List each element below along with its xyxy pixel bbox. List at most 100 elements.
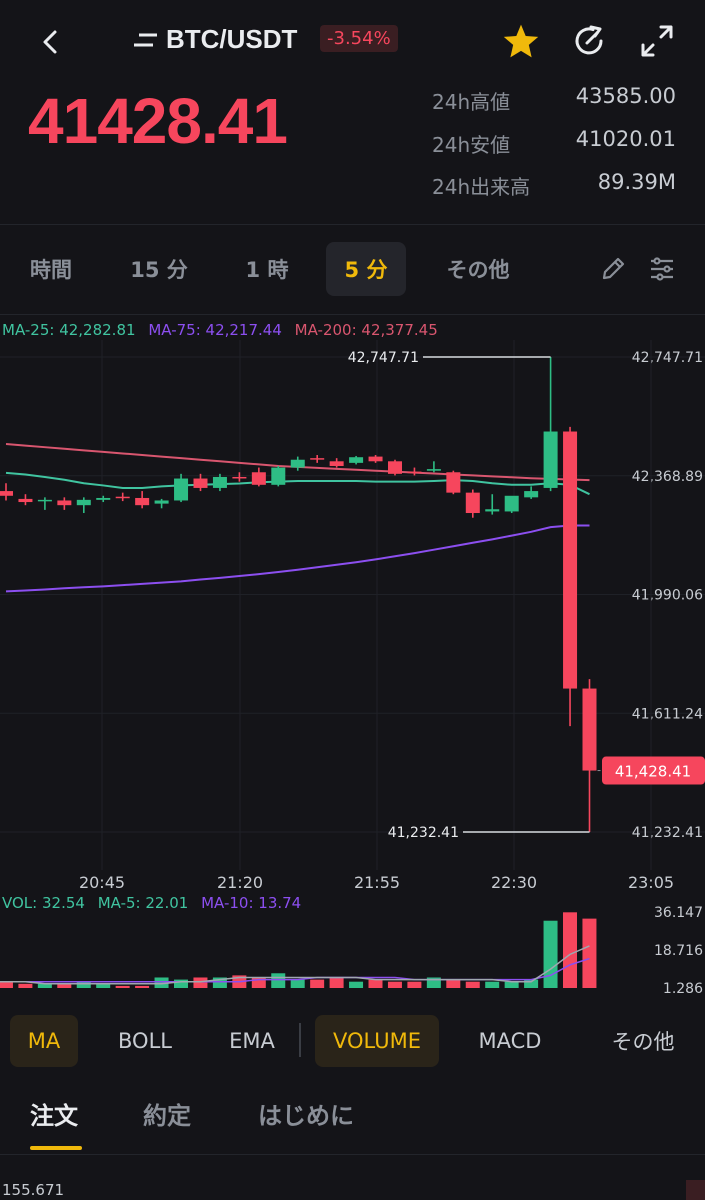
stat-value-low: 41020.01 xyxy=(575,127,676,151)
candle-up xyxy=(154,500,169,504)
volume-bar xyxy=(193,977,208,988)
candle-up xyxy=(349,457,364,463)
pair-title[interactable]: BTC/USDT xyxy=(166,24,298,54)
favorite-button[interactable] xyxy=(500,20,542,62)
candle-up xyxy=(76,499,91,506)
candle-down xyxy=(193,478,208,488)
ma200-legend: MA-200: 42,377.45 xyxy=(294,321,438,339)
indicator-boll[interactable]: BOLL xyxy=(118,1029,172,1053)
volume-bar xyxy=(446,979,461,988)
volume-bar xyxy=(290,979,305,988)
orderbook-value: 155.671 xyxy=(2,1181,65,1199)
chevron-left-icon xyxy=(43,30,57,54)
x-tick-label: 21:20 xyxy=(217,873,263,892)
tab-15m[interactable]: 15 分 xyxy=(130,258,188,282)
volume-bar xyxy=(368,979,383,988)
draw-button[interactable] xyxy=(596,252,630,286)
candle-down xyxy=(0,491,13,496)
x-tick-label: 22:30 xyxy=(491,873,537,892)
vol-legend: VOL: 32.54 xyxy=(2,894,85,912)
candle-down xyxy=(407,471,422,474)
y-tick-label: 41,232.41 xyxy=(632,825,703,841)
divider xyxy=(0,314,705,315)
back-button[interactable] xyxy=(30,22,70,62)
price-chart[interactable]: 42,747.71 42,368.89 41,990.06 41,611.24 41,2… xyxy=(0,340,705,900)
volume-chart[interactable]: 36.147 18.716 1.286 xyxy=(0,900,705,1000)
candle-down xyxy=(465,492,480,514)
stat-value-volume: 89.39M xyxy=(597,170,676,194)
candle-up xyxy=(504,495,519,512)
volume-bar xyxy=(76,981,91,988)
indicator-volume[interactable]: VOLUME xyxy=(315,1015,439,1067)
indicator-macd[interactable]: MACD xyxy=(478,1029,542,1053)
volume-bar xyxy=(18,983,33,988)
volume-bar xyxy=(37,983,52,988)
tab-more[interactable]: その他 xyxy=(446,258,510,282)
candle-down xyxy=(563,431,578,689)
x-tick-label: 20:45 xyxy=(79,873,125,892)
volume-bar xyxy=(563,912,577,988)
volume-bar xyxy=(465,981,480,988)
indicator-ma[interactable]: MA xyxy=(10,1015,78,1067)
y-tick-label: 42,368.89 xyxy=(632,469,703,485)
tab-intro[interactable]: はじめに xyxy=(258,1102,354,1130)
ma75-legend: MA-75: 42,217.44 xyxy=(148,321,282,339)
stat-label-low: 24h安値 xyxy=(432,133,511,157)
candle-down xyxy=(368,456,383,462)
candle-down xyxy=(310,458,325,460)
candle-down xyxy=(582,688,597,771)
volume-bar xyxy=(504,981,519,988)
tab-orders[interactable]: 注文 xyxy=(30,1102,78,1130)
menu-lines-icon xyxy=(134,33,157,47)
chart-settings-button[interactable] xyxy=(645,252,679,286)
volume-bar xyxy=(174,979,188,988)
indicator-more[interactable]: その他 xyxy=(611,1030,675,1054)
refresh-icon xyxy=(575,25,603,55)
x-tick-label: 23:05 xyxy=(628,873,674,892)
tab-5m[interactable]: 5 分 xyxy=(326,242,406,296)
active-tab-indicator xyxy=(30,1146,82,1150)
current-price-label: 41,428.41 xyxy=(615,763,691,781)
divider xyxy=(0,1154,705,1155)
refresh-button[interactable] xyxy=(568,20,610,62)
fullscreen-button[interactable] xyxy=(636,20,678,62)
volume-bar xyxy=(96,983,111,988)
orderbook-depth-bar xyxy=(686,1180,705,1200)
volume-bar xyxy=(426,977,441,988)
candle-up xyxy=(271,467,286,485)
volume-ma5-line xyxy=(0,945,590,985)
volume-y-tick-label: 36.147 xyxy=(654,905,703,921)
last-price: 41428.41 xyxy=(28,85,288,157)
indicator-ema[interactable]: EMA xyxy=(229,1029,275,1053)
low-marker-label: 41,232.41 xyxy=(388,825,459,841)
ma75-line xyxy=(5,524,590,593)
tab-time[interactable]: 時間 xyxy=(30,258,72,282)
volume-bar xyxy=(251,977,266,988)
candle-up xyxy=(485,509,500,512)
candle-up xyxy=(524,491,539,498)
volume-bar xyxy=(485,981,500,988)
candle-down xyxy=(18,498,33,503)
candle-down xyxy=(388,461,402,474)
candle-up xyxy=(174,478,189,501)
volume-bar xyxy=(310,979,325,988)
candle-up xyxy=(37,499,52,502)
volume-legend: VOL: 32.54 MA-5: 22.01 MA-10: 13.74 xyxy=(2,894,301,912)
y-tick-label: 41,990.06 xyxy=(632,588,703,604)
current-price-badge xyxy=(602,756,705,785)
candle-down xyxy=(329,461,344,466)
pair-menu-button[interactable] xyxy=(128,22,162,58)
stat-value-high: 43585.00 xyxy=(575,84,676,108)
volume-bar xyxy=(57,983,72,988)
candle-up xyxy=(290,459,305,468)
high-marker-label: 42,747.71 xyxy=(348,350,419,366)
volume-bar xyxy=(271,973,286,988)
stat-label-volume: 24h出来高 xyxy=(432,175,531,199)
candle-up xyxy=(96,497,111,500)
volume-bar xyxy=(212,977,227,988)
tab-1h[interactable]: 1 時 xyxy=(245,258,289,282)
volume-bar xyxy=(524,979,539,988)
tab-trades[interactable]: 約定 xyxy=(143,1102,191,1130)
sliders-icon xyxy=(651,257,673,281)
x-tick-label: 21:55 xyxy=(354,873,400,892)
